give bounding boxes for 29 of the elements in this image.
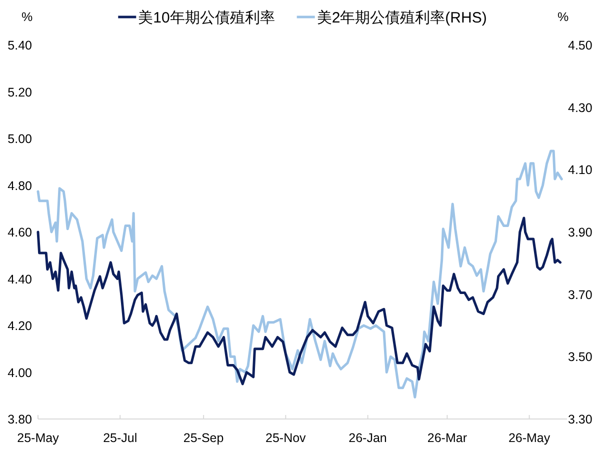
- legend-label: 美10年期公債殖利率: [138, 10, 275, 26]
- y-axis-title: %: [21, 10, 33, 24]
- x-tick-label: 25-Jul: [103, 431, 138, 445]
- y-tick-label: 4.40: [8, 272, 32, 286]
- y-tick-label: 4.00: [8, 366, 32, 380]
- y-tick-label: 4.60: [8, 226, 32, 240]
- y2-tick-label: 3.30: [568, 412, 592, 426]
- y-tick-label: 4.20: [8, 319, 32, 333]
- y2-tick-label: 4.10: [568, 163, 592, 178]
- y2-axis-title: %: [557, 10, 569, 24]
- x-tick-label: 25-Nov: [266, 431, 307, 445]
- x-tick-label: 26-May: [508, 431, 551, 445]
- x-tick-label: 25-Sep: [183, 431, 224, 445]
- line-series: [36, 216, 562, 386]
- legend-label: 美2年期公債殖利率(RHS): [316, 10, 487, 26]
- x-tick-label: 26-Mar: [427, 431, 467, 445]
- y2-tick-label: 3.90: [568, 226, 592, 240]
- y2-tick-label: 3.70: [568, 288, 592, 302]
- y-tick-label: 3.80: [8, 412, 32, 426]
- y2-tick-label: 4.30: [568, 100, 592, 115]
- y-tick-label: 5.20: [8, 85, 32, 100]
- y-tick-label: 4.80: [8, 178, 32, 193]
- line-series: [36, 150, 563, 398]
- x-tick-label: 26-Jan: [348, 431, 387, 445]
- x-tick-label: 25-May: [17, 431, 60, 445]
- y2-tick-label: 4.50: [568, 38, 592, 52]
- y-tick-label: 5.40: [8, 38, 32, 52]
- y2-tick-label: 3.50: [568, 350, 592, 364]
- y-tick-label: 5.00: [8, 132, 32, 146]
